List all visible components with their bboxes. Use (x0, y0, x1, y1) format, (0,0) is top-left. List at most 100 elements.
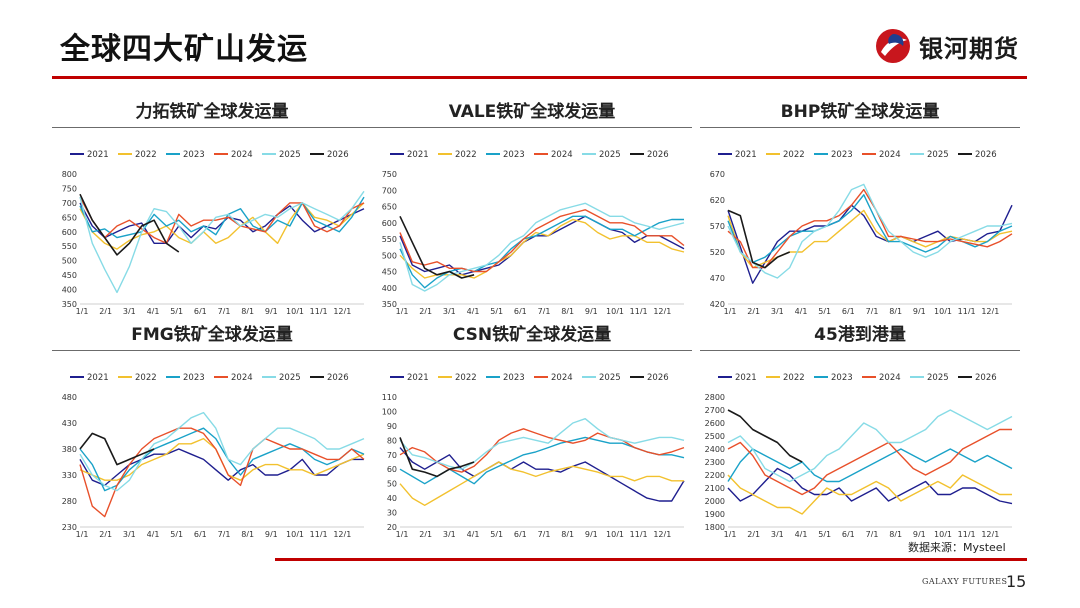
y-tick-label: 620 (710, 196, 725, 205)
y-tick-label: 550 (382, 235, 397, 244)
x-tick-label: 8/1 (561, 307, 574, 314)
y-tick-label: 500 (382, 251, 397, 260)
y-tick-label: 2300 (705, 458, 725, 467)
chart-panel-csn: CSN铁矿全球发运量 2021 2022 2023 2024 2025 2026 20 30 4… (372, 321, 692, 537)
y-tick-label: 1800 (705, 523, 725, 532)
chart-title: CSN铁矿全球发运量 (452, 325, 612, 345)
y-tick-label: 570 (710, 222, 725, 231)
page-number: 15 (1006, 572, 1027, 591)
x-tick-label: 2/1 (747, 530, 760, 537)
chart-title-divider (52, 350, 372, 351)
x-tick-label: 9/1 (265, 307, 278, 314)
x-tick-label: 9/1 (265, 530, 278, 537)
x-tick-label: 3/1 (771, 307, 784, 314)
y-tick-label: 2400 (705, 445, 725, 454)
legend-label: 2025 (599, 150, 621, 160)
x-tick-label: 9/1 (585, 307, 598, 314)
series-line-2024 (79, 196, 365, 245)
x-tick-label: 3/1 (771, 530, 784, 537)
x-tick-label: 11/1 (630, 307, 648, 314)
logo-text: 银河期货 (919, 34, 1019, 63)
x-tick-label: 8/1 (889, 530, 902, 537)
series-line-2025 (79, 411, 365, 492)
y-tick-label: 400 (62, 286, 77, 295)
y-tick-label: 70 (387, 451, 397, 460)
x-tick-label: 10/1 (286, 307, 304, 314)
x-tick-label: 12/1 (653, 530, 671, 537)
y-tick-label: 600 (62, 228, 77, 237)
y-tick-label: 430 (62, 419, 77, 428)
y-tick-label: 700 (382, 186, 397, 195)
y-tick-label: 420 (710, 300, 725, 309)
x-tick-label: 5/1 (170, 307, 183, 314)
legend-label: 2025 (279, 373, 301, 383)
x-tick-label: 3/1 (443, 530, 456, 537)
x-tick-label: 4/1 (467, 530, 480, 537)
x-tick-label: 9/1 (913, 530, 926, 537)
series-line-2023 (727, 194, 1013, 264)
legend-label: 2024 (231, 373, 253, 383)
legend-label: 2025 (927, 150, 949, 160)
x-tick-label: 2/1 (99, 530, 112, 537)
x-tick-label: 5/1 (170, 530, 183, 537)
vale-shipment-chart: 2021 2022 2023 2024 2025 2026 350 400 450 500 550 6… (382, 150, 685, 314)
legend-label: 2026 (975, 150, 997, 160)
legend-label: 2024 (231, 150, 253, 160)
y-tick-label: 550 (62, 242, 77, 251)
series-line-2021 (399, 215, 685, 276)
x-tick-label: 3/1 (443, 307, 456, 314)
series-line-2024 (399, 428, 685, 473)
legend-label: 2025 (599, 373, 621, 383)
series-line-2026 (727, 409, 803, 463)
legend-label: 2022 (135, 150, 157, 160)
x-tick-label: 6/1 (194, 307, 207, 314)
x-tick-label: 11/1 (310, 307, 328, 314)
legend-label: 2022 (135, 373, 157, 383)
y-tick-label: 50 (387, 480, 397, 489)
series-line-2021 (79, 202, 365, 245)
y-tick-label: 2700 (705, 406, 725, 415)
x-tick-label: 10/1 (934, 307, 952, 314)
y-tick-label: 330 (62, 471, 77, 480)
x-tick-label: 2/1 (419, 307, 432, 314)
y-tick-label: 750 (382, 170, 397, 179)
series-line-2023 (79, 427, 365, 492)
y-tick-label: 600 (382, 219, 397, 228)
legend-label: 2024 (551, 373, 573, 383)
x-tick-label: 12/1 (653, 307, 671, 314)
series-line-2021 (727, 467, 1013, 505)
series-line-2022 (79, 202, 365, 250)
legend-label: 2026 (327, 150, 349, 160)
x-tick-label: 6/1 (514, 530, 527, 537)
x-tick-label: 10/1 (606, 530, 624, 537)
x-tick-label: 11/1 (958, 530, 976, 537)
x-tick-label: 6/1 (842, 530, 855, 537)
series-line-2023 (79, 196, 365, 239)
x-tick-label: 6/1 (194, 530, 207, 537)
y-tick-label: 2000 (705, 497, 725, 506)
legend-label: 2023 (831, 150, 853, 160)
series-line-2023 (399, 436, 685, 485)
footer-brand: GALAXY FUTURES (922, 577, 1008, 586)
legend-label: 2021 (735, 150, 757, 160)
y-tick-label: 2800 (705, 393, 725, 402)
y-tick-label: 450 (62, 271, 77, 280)
x-tick-label: 4/1 (795, 530, 808, 537)
x-tick-label: 1/1 (76, 307, 89, 314)
chart-title: VALE铁矿全球发运量 (448, 102, 616, 122)
y-tick-label: 20 (387, 523, 397, 532)
x-tick-label: 7/1 (866, 307, 879, 314)
series-line-2026 (79, 193, 180, 256)
series-line-2024 (399, 209, 685, 273)
legend-label: 2021 (87, 373, 109, 383)
x-tick-label: 4/1 (795, 307, 808, 314)
title-divider (52, 76, 1027, 79)
series-line-2022 (727, 209, 1013, 269)
x-tick-label: 5/1 (818, 530, 831, 537)
y-tick-label: 480 (62, 393, 77, 402)
x-tick-label: 7/1 (218, 530, 231, 537)
x-tick-label: 1/1 (76, 530, 89, 537)
y-tick-label: 110 (382, 393, 397, 402)
y-tick-label: 400 (382, 284, 397, 293)
x-tick-label: 11/1 (630, 530, 648, 537)
